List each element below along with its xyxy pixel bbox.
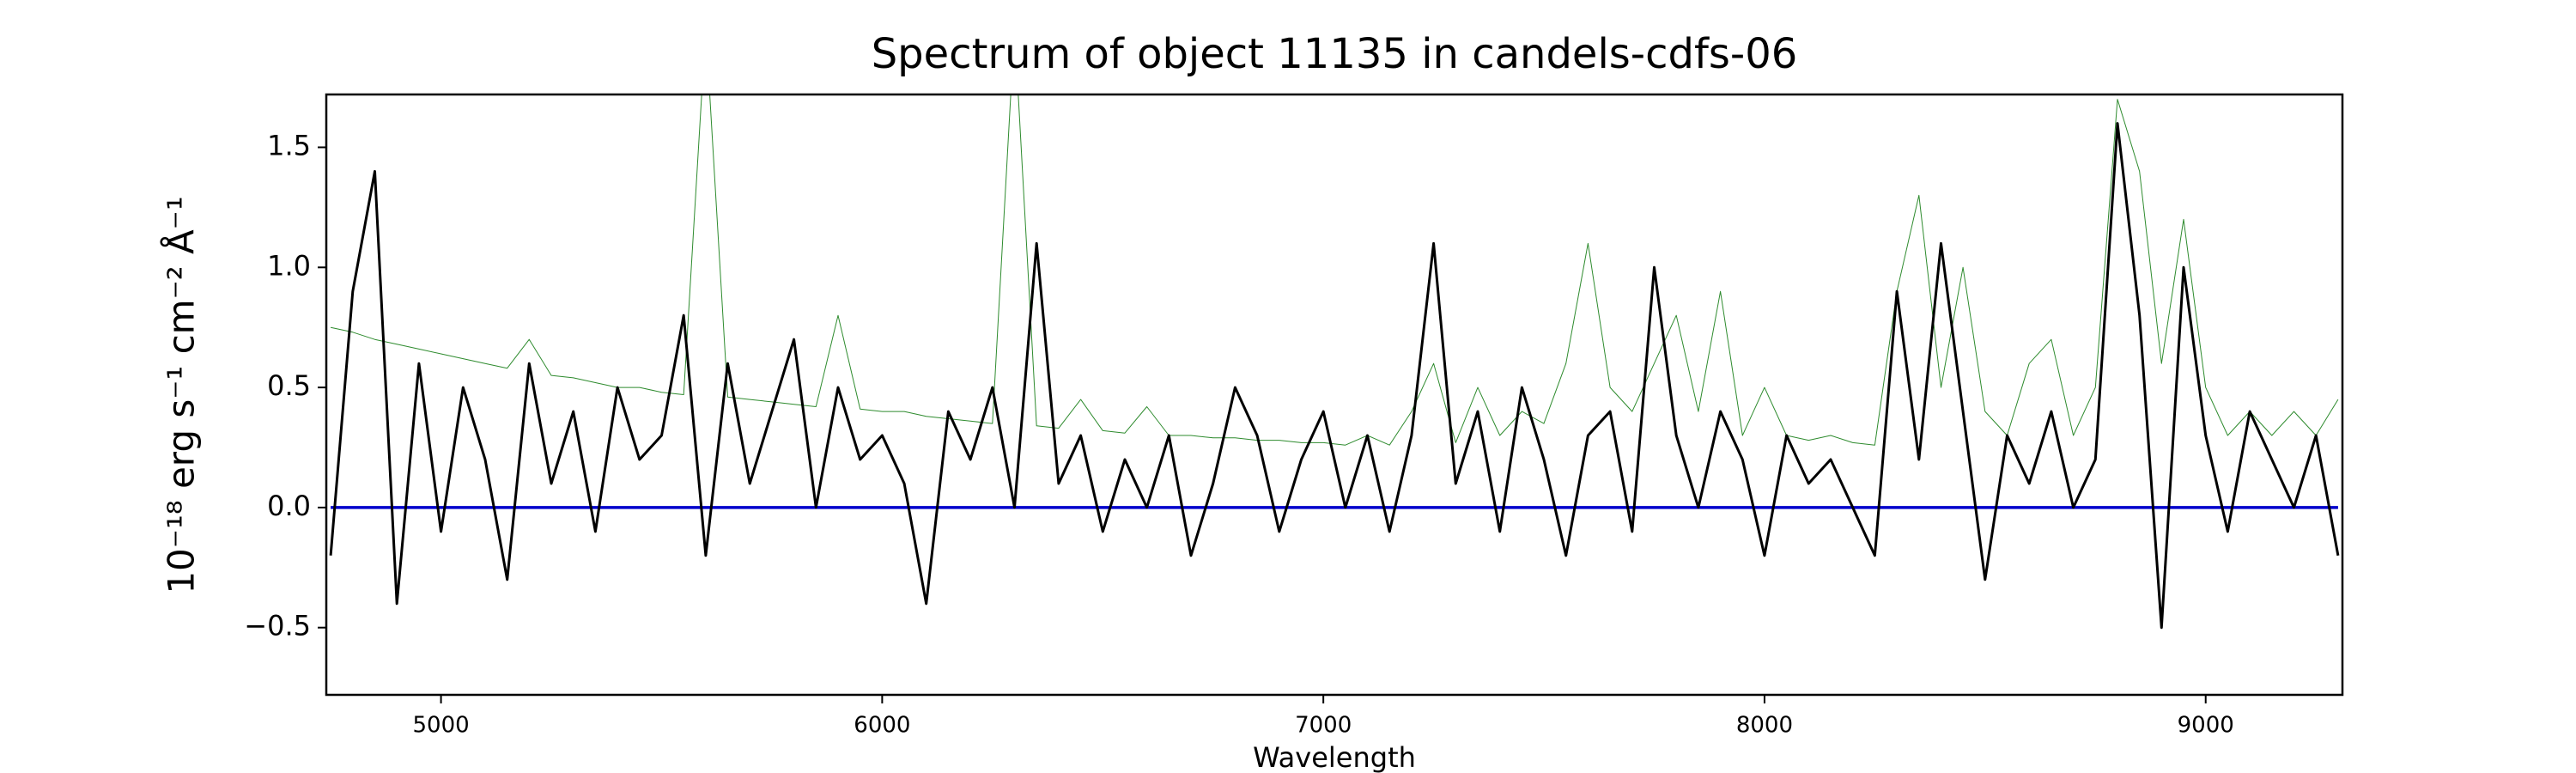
x-tick-label: 9000 bbox=[2178, 713, 2234, 739]
x-tick-label: 6000 bbox=[854, 713, 910, 739]
x-tick-label: 5000 bbox=[412, 713, 469, 739]
spectrum-line bbox=[329, 122, 2340, 630]
x-tick-label: 8000 bbox=[1736, 713, 1793, 739]
x-tick-label: 7000 bbox=[1295, 713, 1352, 739]
x-axis-label: Wavelength bbox=[1253, 741, 1416, 773]
chart-title: Spectrum of object 11135 in candels-cdfs… bbox=[872, 30, 1798, 78]
y-tick-label: 1.5 bbox=[267, 130, 311, 162]
y-tick-label: −0.5 bbox=[244, 610, 311, 642]
y-tick-label: 0.5 bbox=[267, 369, 311, 402]
y-axis-label: 10⁻¹⁸ erg s⁻¹ cm⁻² Å⁻¹ bbox=[160, 196, 203, 593]
axes-frame bbox=[325, 93, 2344, 697]
plot-area bbox=[329, 94, 2340, 630]
spectrum-line bbox=[330, 94, 2339, 446]
y-tick-label: 1.0 bbox=[267, 249, 311, 282]
y-tick-label: 0.0 bbox=[267, 490, 311, 522]
